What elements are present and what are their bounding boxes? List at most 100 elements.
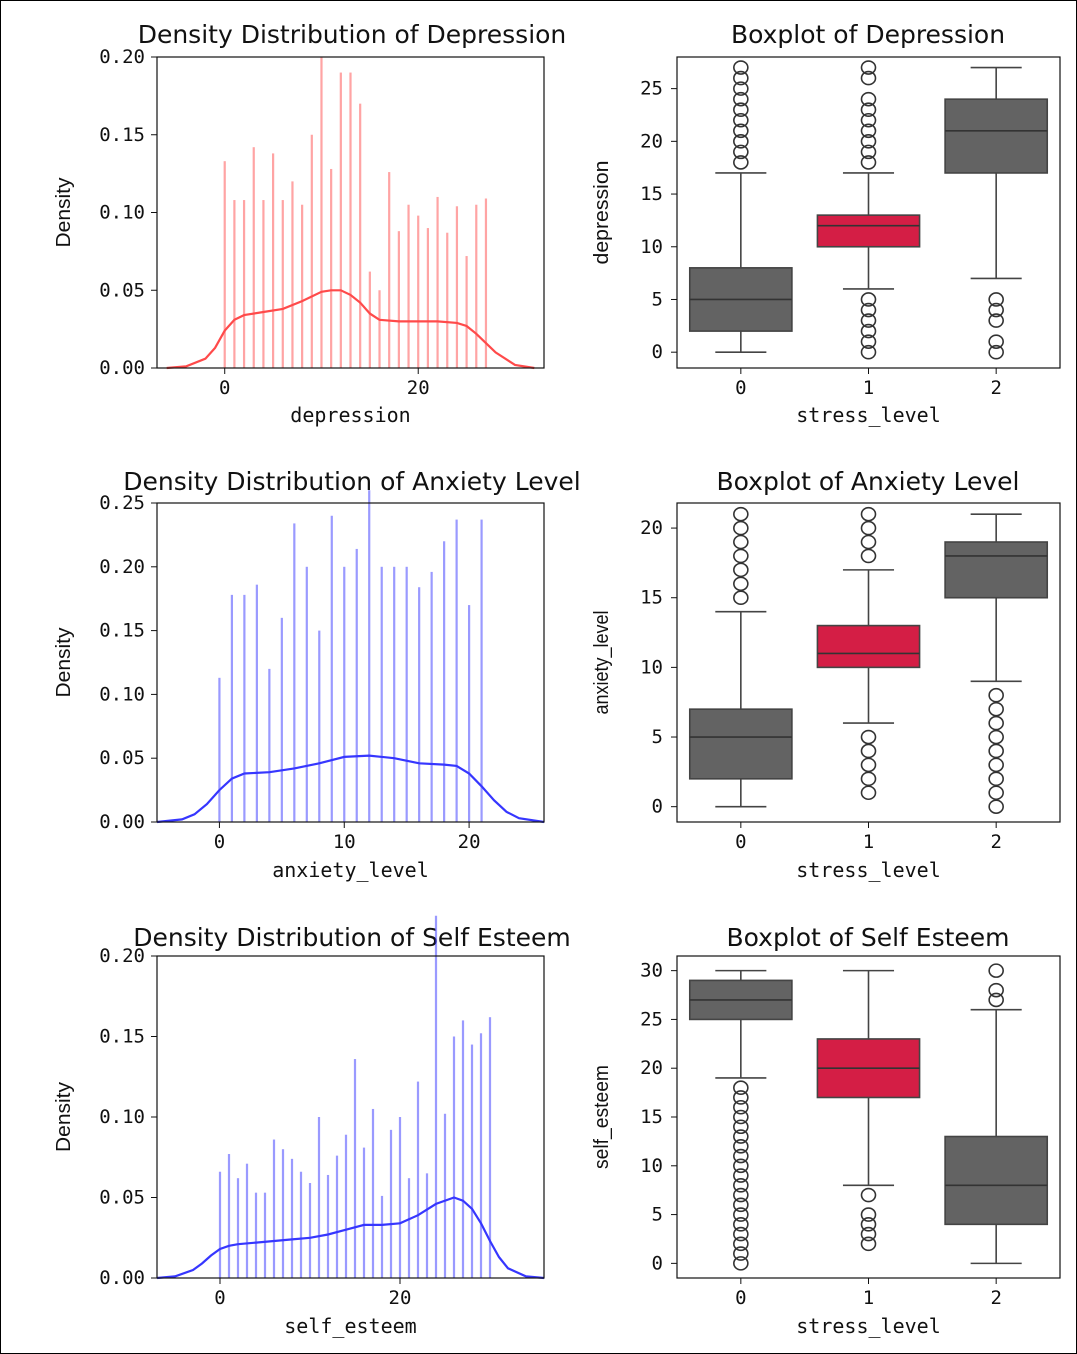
outlier-point — [988, 334, 1004, 349]
y-axis-label: Density — [53, 178, 75, 248]
outlier-point — [860, 60, 877, 75]
outlier-point — [860, 323, 877, 339]
histogram-bar — [416, 1081, 420, 1278]
outlier-point — [988, 992, 1004, 1008]
subplot-6: Boxplot of Self Esteem stress_level self_e… — [591, 923, 1061, 1338]
y-tick-label: 0.10 — [99, 202, 145, 224]
histogram-bar — [268, 668, 271, 822]
kde-line — [156, 1196, 545, 1280]
outlier-point — [733, 1207, 749, 1222]
y-tick-label: 0.15 — [99, 620, 145, 642]
x-axis-label: self_esteem — [284, 1314, 416, 1338]
x-tick-label: 2 — [990, 1287, 1001, 1309]
histogram-bar — [475, 204, 478, 368]
subplot-4: Boxplot of Anxiety Level stress_level anxi… — [591, 467, 1061, 882]
histogram-bar — [317, 1117, 321, 1278]
histogram-bar — [242, 200, 246, 368]
kde-line — [156, 754, 545, 824]
outlier-point — [988, 687, 1004, 703]
histogram-bar — [230, 594, 234, 822]
y-tick-label: 0.00 — [99, 357, 145, 379]
x-axis-label: stress_level — [796, 858, 941, 882]
histogram-bar — [339, 72, 342, 369]
outlier-point — [988, 302, 1004, 318]
histogram-bar — [434, 915, 438, 1278]
y-tick-label: 0.10 — [99, 683, 145, 705]
outlier-point — [860, 302, 877, 318]
box — [944, 541, 1049, 599]
histogram-bar — [281, 1149, 285, 1278]
histogram-bar — [405, 566, 408, 822]
outlier-point — [733, 1236, 749, 1252]
histogram-bar — [272, 153, 275, 368]
outlier-point — [733, 576, 749, 592]
y-tick-label: 0.20 — [99, 556, 145, 578]
histogram-bar — [326, 1174, 330, 1278]
histogram-bar — [236, 1178, 240, 1278]
histogram-bar — [417, 215, 420, 368]
x-axis-label: stress_level — [796, 1314, 941, 1338]
histogram-bar — [378, 290, 381, 368]
chart-title: Density Distribution of Depression — [138, 20, 567, 49]
histogram-bar — [418, 587, 421, 822]
histogram-bar — [407, 204, 410, 368]
y-tick-label: 0.00 — [99, 1267, 145, 1289]
histogram-bar — [243, 594, 246, 822]
histogram-bar — [344, 1134, 348, 1278]
y-tick-label: 5 — [652, 288, 663, 310]
outlier-point — [733, 506, 749, 522]
histogram-bar — [254, 1192, 258, 1278]
outlier-point — [860, 334, 877, 349]
outlier-point — [733, 1099, 749, 1115]
box — [944, 1135, 1049, 1226]
outlier-point — [860, 91, 877, 107]
box — [816, 624, 921, 669]
x-tick-label: 0 — [214, 1287, 225, 1309]
histogram-bar — [255, 584, 258, 822]
outlier-point — [733, 562, 749, 578]
y-tick-label: 0.25 — [99, 492, 145, 514]
histogram-bar — [425, 1173, 429, 1278]
outlier-point — [733, 1168, 749, 1183]
histogram-bar — [388, 172, 391, 368]
histogram-bar — [291, 181, 294, 368]
y-tick-label: 20 — [640, 1057, 663, 1079]
outlier-point — [988, 701, 1004, 717]
histogram-bar — [470, 1044, 474, 1278]
histogram-bar — [343, 566, 346, 822]
x-tick-label: 0 — [735, 1287, 746, 1309]
outlier-point — [733, 590, 749, 606]
outlier-point — [988, 963, 1004, 978]
histogram-bar — [359, 103, 362, 369]
y-axis-label: anxiety_level — [591, 611, 613, 715]
outlier-point — [860, 785, 877, 801]
y-tick-label: 0.15 — [99, 124, 145, 146]
outlier-point — [733, 70, 749, 86]
subplot-1: Density Distribution of Depression depres… — [53, 20, 566, 427]
histogram-bar — [393, 566, 396, 822]
histogram-bar — [223, 161, 226, 368]
x-tick-label: 2 — [990, 377, 1001, 399]
outlier-point — [733, 1109, 749, 1125]
histogram-bar — [245, 1163, 249, 1278]
histogram-bar — [355, 548, 358, 822]
outlier-point — [860, 1226, 877, 1242]
histogram-bar — [318, 630, 321, 822]
histogram-bar — [218, 1171, 222, 1278]
histogram-bar — [227, 1154, 231, 1278]
histogram-bar — [305, 566, 308, 822]
outlier-point — [733, 81, 749, 96]
histogram-bar — [389, 1129, 393, 1278]
outlier-point — [860, 534, 877, 550]
histogram-bar — [218, 677, 221, 822]
outlier-point — [860, 134, 877, 149]
outlier-point — [860, 292, 877, 307]
outlier-point — [733, 520, 749, 536]
outlier-point — [988, 757, 1004, 773]
histogram-bar — [480, 519, 483, 822]
y-tick-label: 30 — [640, 960, 663, 982]
histogram-bar — [443, 1113, 447, 1278]
outlier-point — [860, 506, 877, 522]
box — [944, 98, 1049, 174]
outlier-point — [860, 155, 877, 170]
